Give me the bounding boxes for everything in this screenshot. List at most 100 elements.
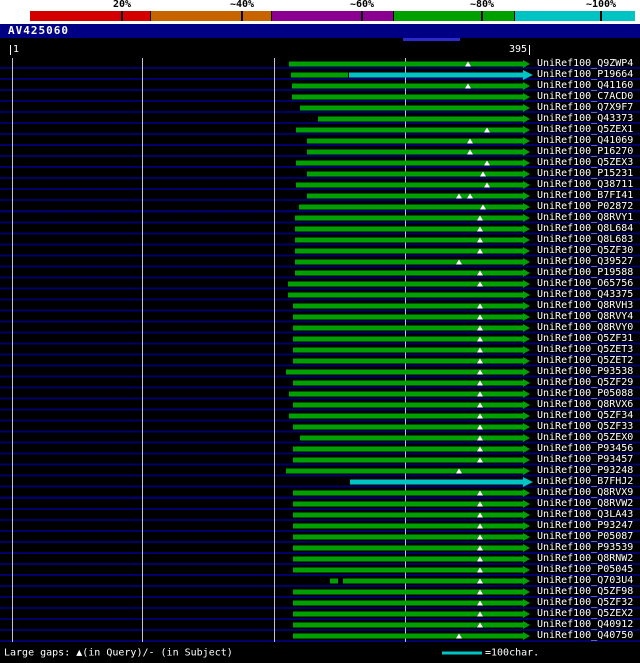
hit-label[interactable]: UniRef100_Q5ZET2 <box>537 354 634 366</box>
hit-label[interactable]: UniRef100_Q9ZWP4 <box>537 57 634 69</box>
hit-bar[interactable] <box>296 127 523 133</box>
hit-bar[interactable] <box>306 171 523 177</box>
hit-bar[interactable] <box>293 303 523 309</box>
hit-label[interactable]: UniRef100_Q8RNW2 <box>537 553 634 565</box>
hit-label[interactable]: UniRef100_Q5ZF31 <box>537 332 634 344</box>
hit-label[interactable]: UniRef100_Q5ZET3 <box>537 343 634 355</box>
hit-label[interactable]: UniRef100_Q3LA43 <box>537 509 634 521</box>
hit-bar[interactable] <box>293 611 523 617</box>
hit-bar[interactable] <box>306 193 523 199</box>
hit-label[interactable]: UniRef100_O65756 <box>537 277 634 289</box>
hit-label[interactable]: UniRef100_Q5ZEX0 <box>537 432 634 444</box>
hit-bar[interactable] <box>293 589 523 595</box>
hit-bar[interactable] <box>293 534 523 540</box>
hit-bar[interactable] <box>294 270 523 276</box>
hit-label[interactable]: UniRef100_P05088 <box>537 387 634 399</box>
hit-label[interactable]: UniRef100_Q43373 <box>537 112 634 124</box>
hit-bar[interactable] <box>349 479 523 485</box>
hit-bar[interactable] <box>293 622 523 628</box>
hit-label[interactable]: UniRef100_B7FI41 <box>537 189 634 201</box>
hit-label[interactable]: UniRef100_Q39527 <box>537 255 634 267</box>
hit-bar[interactable] <box>293 314 523 320</box>
hit-bar[interactable] <box>293 325 523 331</box>
hit-label[interactable]: UniRef100_P93248 <box>537 465 634 477</box>
hit-label[interactable]: UniRef100_Q5ZF30 <box>537 244 634 256</box>
hit-label[interactable]: UniRef100_Q8RVY4 <box>537 310 634 322</box>
hit-bar[interactable] <box>285 369 523 375</box>
hit-label[interactable]: UniRef100_Q5ZF32 <box>537 597 634 609</box>
hit-bar[interactable] <box>293 556 523 562</box>
hit-bar[interactable] <box>293 523 523 529</box>
hit-label[interactable]: UniRef100_Q38711 <box>537 178 634 190</box>
hit-bar[interactable] <box>289 61 523 66</box>
hit-label[interactable]: UniRef100_Q5ZF98 <box>537 586 634 598</box>
hit-bar[interactable] <box>293 347 523 353</box>
hit-bar[interactable] <box>288 292 523 298</box>
hit-label[interactable]: UniRef100_P93456 <box>537 443 634 455</box>
hit-bar[interactable] <box>293 402 523 408</box>
hit-label[interactable]: UniRef100_Q703U4 <box>537 575 634 587</box>
hit-bar[interactable] <box>292 83 523 89</box>
hit-label[interactable]: UniRef100_P93538 <box>537 365 634 377</box>
hit-bar[interactable] <box>293 600 523 606</box>
hit-label[interactable]: UniRef100_P05087 <box>537 531 634 543</box>
hit-label[interactable]: UniRef100_Q5ZF29 <box>537 376 634 388</box>
hit-label[interactable]: UniRef100_Q40750 <box>537 630 634 642</box>
hit-bar[interactable] <box>348 72 523 78</box>
hit-label[interactable]: UniRef100_Q8RVX6 <box>537 398 634 410</box>
hit-label[interactable]: UniRef100_Q5ZF34 <box>537 410 634 421</box>
hit-label[interactable]: UniRef100_P05045 <box>537 564 634 576</box>
hit-label[interactable]: UniRef100_B7FHJ2 <box>537 476 634 488</box>
hit-bar[interactable] <box>294 248 523 254</box>
hit-bar[interactable] <box>290 72 349 78</box>
hit-label[interactable]: UniRef100_Q43375 <box>537 288 634 300</box>
hit-label[interactable]: UniRef100_P19664 <box>537 68 634 80</box>
hit-label[interactable]: UniRef100_P16270 <box>537 145 634 157</box>
hit-bar[interactable] <box>296 182 523 188</box>
hit-bar[interactable] <box>289 391 523 397</box>
hit-bar[interactable] <box>289 413 523 419</box>
hit-label[interactable]: UniRef100_Q7X9F7 <box>537 101 634 113</box>
hit-bar[interactable] <box>294 226 523 232</box>
hit-bar[interactable] <box>318 116 523 122</box>
hit-label[interactable]: UniRef100_Q8L684 <box>537 222 634 234</box>
hit-bar[interactable] <box>293 358 523 364</box>
hit-label[interactable]: UniRef100_Q8RVY1 <box>537 211 634 223</box>
hit-bar[interactable] <box>306 149 523 155</box>
hit-label[interactable]: UniRef100_Q8RVW2 <box>537 498 634 510</box>
hit-bar[interactable] <box>299 435 523 441</box>
hit-bar[interactable] <box>306 138 523 144</box>
hit-label[interactable]: UniRef100_Q8L683 <box>537 233 634 245</box>
hit-label[interactable]: UniRef100_Q5ZEX3 <box>537 156 634 168</box>
hit-bar[interactable] <box>293 633 523 639</box>
hit-label[interactable]: UniRef100_Q8RVH3 <box>537 299 634 311</box>
hit-label[interactable]: UniRef100_Q5ZF33 <box>537 421 634 433</box>
hit-label[interactable]: UniRef100_P93457 <box>537 454 634 466</box>
hit-bar[interactable] <box>293 380 523 386</box>
hit-bar[interactable] <box>292 94 523 100</box>
hit-bar[interactable] <box>288 281 523 287</box>
hit-bar[interactable] <box>293 446 523 452</box>
hit-bar[interactable] <box>285 468 523 474</box>
hit-label[interactable]: UniRef100_Q40912 <box>537 619 634 631</box>
hit-bar[interactable] <box>293 457 523 463</box>
hit-bar[interactable] <box>294 259 523 265</box>
hit-bar[interactable] <box>294 237 523 243</box>
hit-label[interactable]: UniRef100_Q8RVX9 <box>537 487 634 499</box>
hit-bar[interactable] <box>298 204 523 210</box>
hit-bar[interactable] <box>293 490 523 496</box>
hit-bar[interactable] <box>293 501 523 507</box>
hit-label[interactable]: UniRef100_Q5ZEX1 <box>537 123 634 135</box>
hit-bar[interactable] <box>293 567 523 573</box>
hit-label[interactable]: UniRef100_P15231 <box>537 167 634 179</box>
hit-bar[interactable] <box>296 160 523 166</box>
hit-label[interactable]: UniRef100_Q41160 <box>537 79 634 91</box>
hit-bar[interactable] <box>343 578 523 584</box>
hit-label[interactable]: UniRef100_P19588 <box>537 266 634 278</box>
hit-bar[interactable] <box>330 578 339 584</box>
hit-bar[interactable] <box>293 545 523 551</box>
hit-label[interactable]: UniRef100_Q8RVY0 <box>537 321 634 333</box>
hit-label[interactable]: UniRef100_P93247 <box>537 520 634 532</box>
hit-bar[interactable] <box>299 105 523 111</box>
hit-label[interactable]: UniRef100_P93539 <box>537 542 634 554</box>
